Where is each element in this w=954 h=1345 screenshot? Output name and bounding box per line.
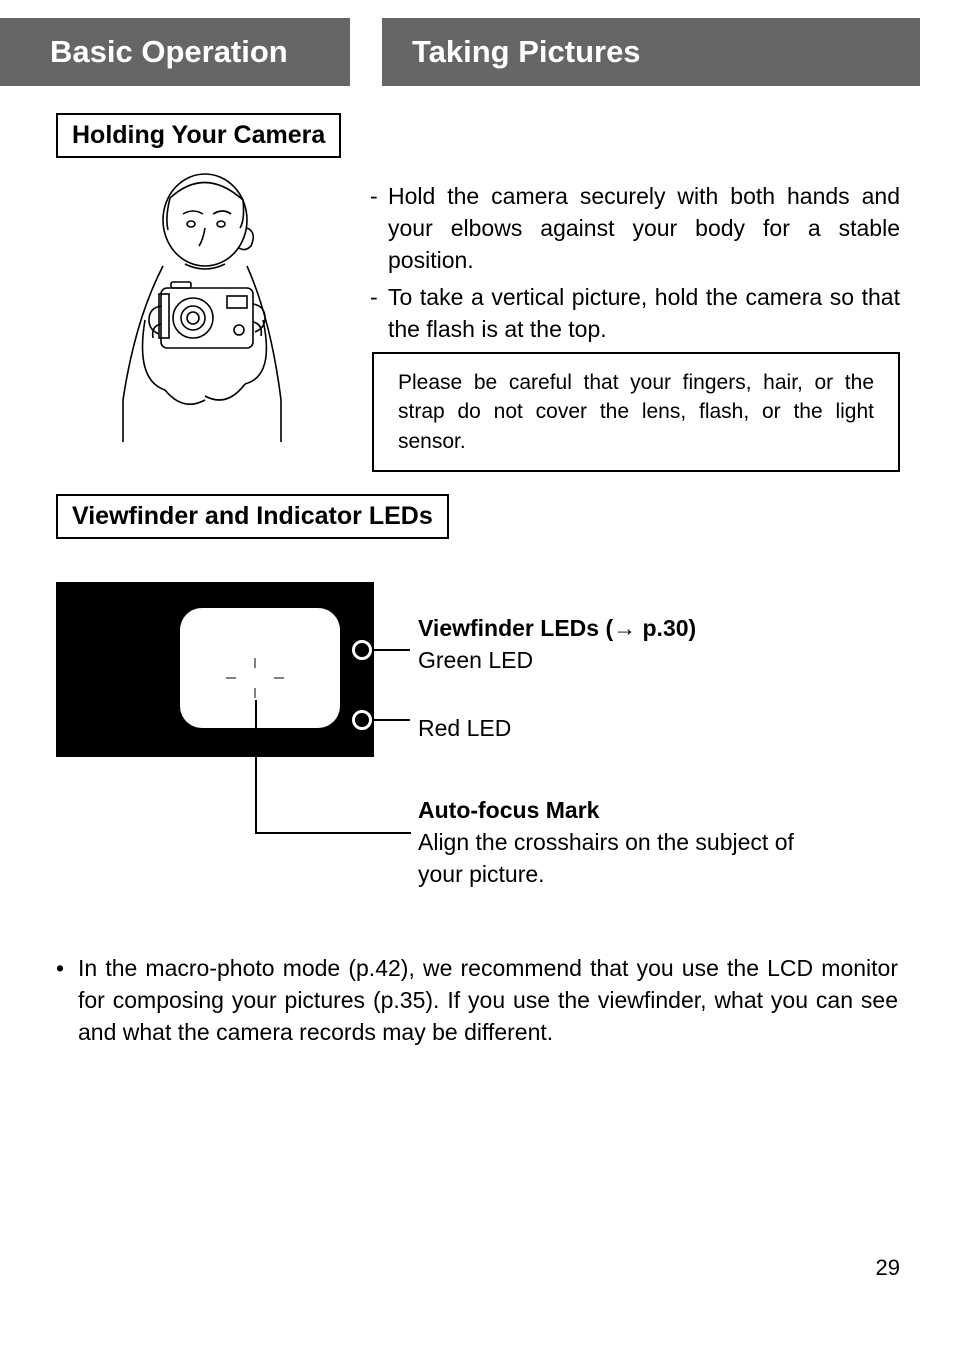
- leader-line: [374, 719, 410, 721]
- leader-line: [255, 832, 411, 834]
- red-led-label: Red LED: [418, 712, 511, 744]
- bullet-dot-icon: •: [56, 952, 78, 1049]
- holding-bullets: - Hold the camera securely with both han…: [370, 180, 900, 349]
- autofocus-heading: Auto-focus Mark: [418, 794, 599, 826]
- bullet-text: Hold the camera securely with both hands…: [388, 180, 900, 277]
- viewfinder-diagram: Viewfinder LEDs (→ p.30) Green LED Red L…: [56, 582, 896, 902]
- leader-line: [374, 649, 410, 651]
- caution-note: Please be careful that your fingers, hai…: [372, 352, 900, 472]
- page-number: 29: [876, 1255, 900, 1281]
- page-header: Basic Operation Taking Pictures: [0, 18, 920, 86]
- leader-line: [255, 700, 257, 834]
- green-led-label: Green LED: [418, 644, 533, 676]
- bullet-item: - To take a vertical picture, hold the c…: [370, 281, 900, 345]
- autofocus-text: Align the crosshairs on the subject of y…: [418, 826, 838, 890]
- dash-icon: -: [370, 180, 388, 277]
- header-right-title: Taking Pictures: [382, 34, 641, 70]
- dash-icon: -: [370, 281, 388, 345]
- bullet-item: - Hold the camera securely with both han…: [370, 180, 900, 277]
- bullet-text: To take a vertical picture, hold the cam…: [388, 281, 900, 345]
- autofocus-crosshair-icon: [226, 658, 284, 698]
- header-left-title: Basic Operation: [0, 34, 350, 70]
- section-title-viewfinder: Viewfinder and Indicator LEDs: [56, 494, 449, 539]
- macro-note-text: In the macro-photo mode (p.42), we recom…: [78, 952, 898, 1049]
- holding-camera-illustration: [75, 170, 320, 450]
- viewfinder-leds-heading: Viewfinder LEDs (→ p.30): [418, 612, 696, 644]
- header-gap: [350, 18, 382, 86]
- green-led-icon: [352, 640, 372, 660]
- red-led-icon: [352, 710, 372, 730]
- section-title-holding: Holding Your Camera: [56, 113, 341, 158]
- macro-note: • In the macro-photo mode (p.42), we rec…: [56, 952, 898, 1049]
